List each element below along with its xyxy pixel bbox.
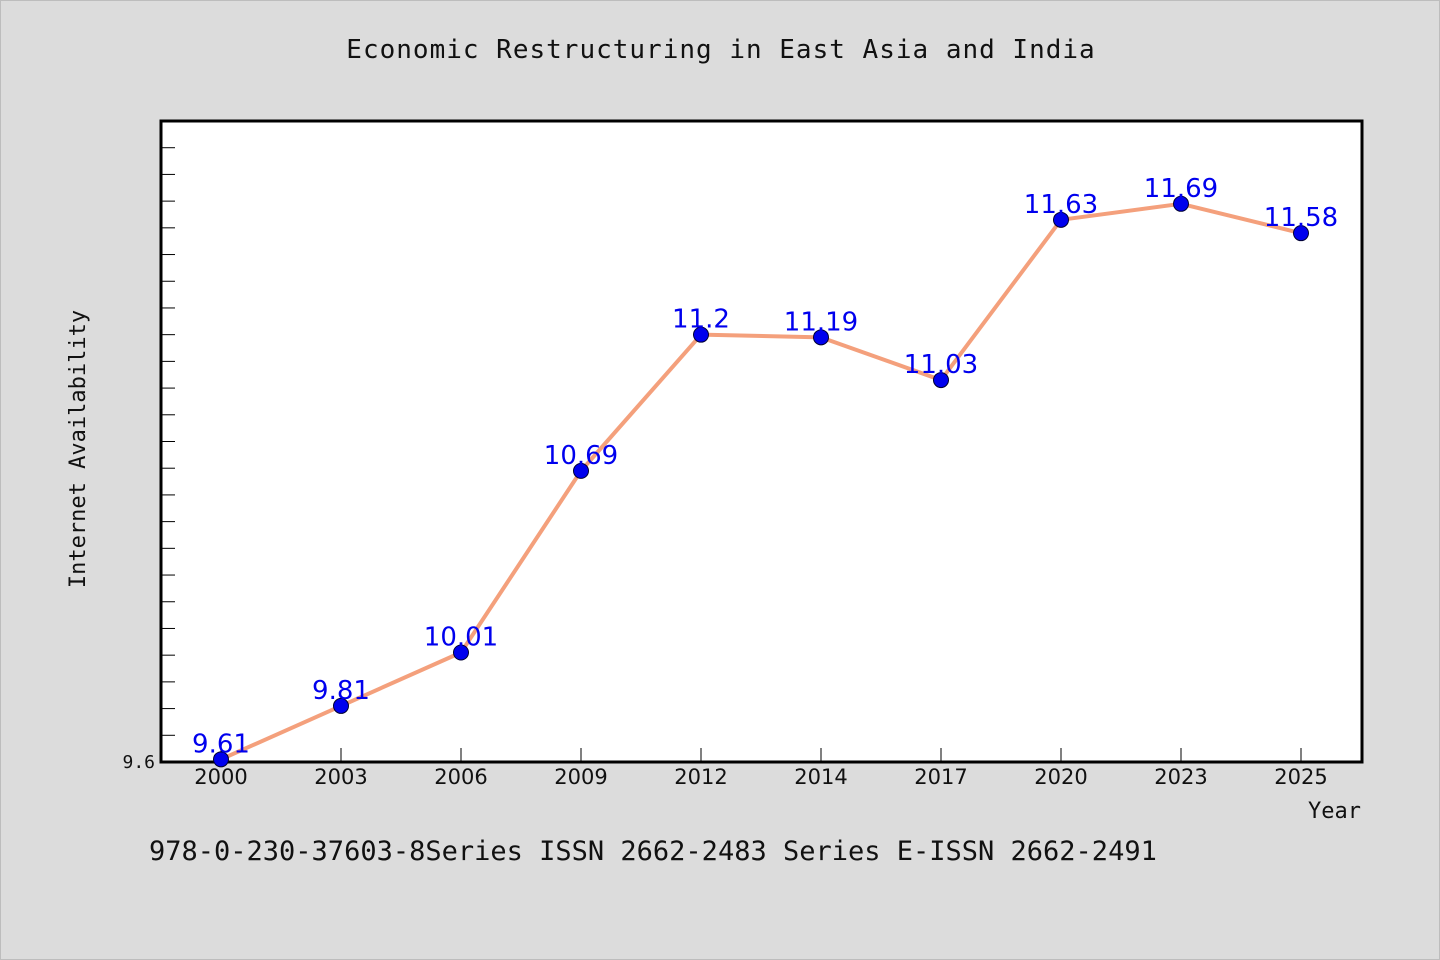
data-label: 11.63 [1024,190,1098,220]
x-tick-label: 2017 [914,765,967,789]
x-axis-label: Year [1308,799,1361,824]
x-tick-label: 2009 [554,765,607,789]
data-point-marker [453,644,469,661]
data-point-marker [813,329,829,346]
footer-note: 978-0-230-37603-8Series ISSN 2662-2483 S… [149,836,1157,867]
x-tick-label: 2014 [794,765,847,789]
data-label: 9.81 [312,676,370,706]
data-point-marker [1173,195,1189,212]
data-point-marker [933,372,949,389]
series-markers [213,195,1309,768]
data-label: 10.69 [544,441,618,471]
y-axis-label: Internet Availability [66,310,91,588]
data-point-marker [213,751,229,768]
plot-area [159,119,1364,764]
data-label: 11.2 [672,305,730,335]
y-tick-label: 9.6 [122,752,155,773]
x-tick-label: 2025 [1274,765,1327,789]
data-labels: 9.61 9.81 10.01 10.69 11.2 11.19 11.03 11.63 11.… [192,174,1338,760]
data-point-marker [1293,225,1309,242]
data-label: 11.19 [784,307,858,337]
x-tick-label: 2012 [674,765,727,789]
x-tick-label: 2000 [194,765,247,789]
y-axis-tick-labels: 9.6 [122,752,155,773]
data-label: 11.69 [1144,174,1218,204]
data-label: 9.61 [192,729,250,759]
y-axis-ticks [161,147,175,736]
x-tick-label: 2023 [1154,765,1207,789]
data-label: 10.01 [424,622,498,652]
x-tick-label: 2006 [434,765,487,789]
series-line [220,201,1302,762]
data-label: 11.03 [904,350,978,380]
x-axis-tick-labels: 2000 2003 2006 2009 2012 2014 2017 2020 2023 2025 [194,765,1327,789]
data-point-marker [693,326,709,343]
data-point-marker [333,697,349,714]
data-label: 11.58 [1264,203,1338,233]
chart-title: Economic Restructuring in East Asia and … [346,35,1096,65]
data-point-marker [1053,211,1069,228]
data-point-marker [573,462,589,479]
x-tick-label: 2020 [1034,765,1087,789]
x-tick-label: 2003 [314,765,367,789]
